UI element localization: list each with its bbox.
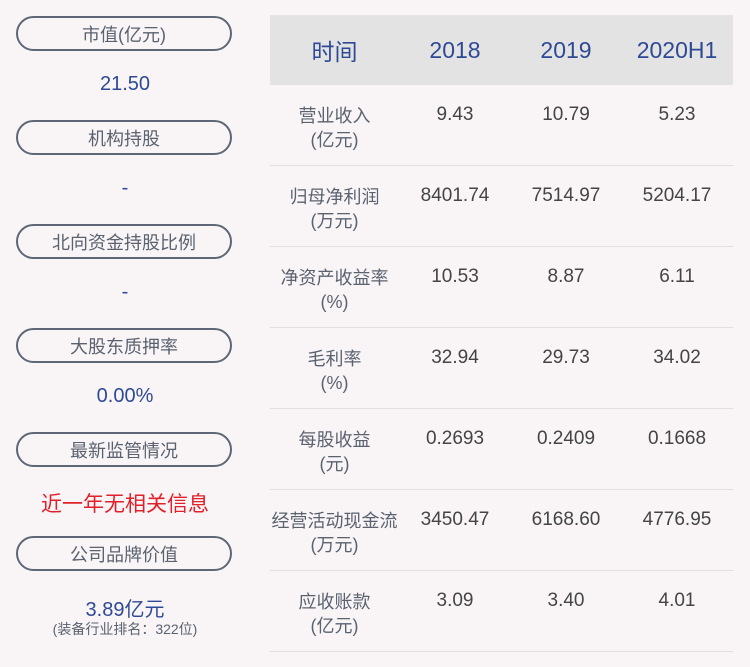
header-2018: 2018 xyxy=(429,36,481,63)
regulatory-status-label: 最新监管情况 xyxy=(16,432,232,467)
metric-unit: (万元) xyxy=(310,211,359,231)
brand-rank-note: (装备行业排名：322位) xyxy=(52,621,198,637)
financial-table: 时间 2018 2019 2020H1 营业收入 (亿元) 9.43 10.79 … xyxy=(270,15,733,652)
cell: 3450.47 xyxy=(420,509,490,530)
brand-value-value: 3.89亿元 xyxy=(85,599,165,621)
metric-unit: (元) xyxy=(319,454,350,474)
cell: 3.40 xyxy=(547,590,585,611)
market-cap-label: 市值(亿元) xyxy=(16,16,232,51)
cell: 34.02 xyxy=(653,347,701,368)
institutional-holdings-label: 机构持股 xyxy=(16,120,232,155)
cell: 4776.95 xyxy=(642,509,712,530)
metric-unit: (亿元) xyxy=(310,616,359,636)
table-row: 每股收益 (元) 0.2693 0.2409 0.1668 xyxy=(270,409,733,490)
table-row: 净资产收益率 (%) 10.53 8.87 6.11 xyxy=(270,247,733,328)
metric-unit: (%) xyxy=(320,292,349,312)
table-row: 归母净利润 (万元) 8401.74 7514.97 5204.17 xyxy=(270,166,733,247)
row-label: 营业收入 (亿元) xyxy=(270,85,399,165)
header-time: 时间 xyxy=(311,39,358,65)
cell: 0.2693 xyxy=(425,428,485,449)
cell: 8.87 xyxy=(547,266,585,287)
pledge-rate-label: 大股东质押率 xyxy=(16,328,232,363)
cell: 10.79 xyxy=(542,104,590,125)
cell: 5.23 xyxy=(658,104,696,125)
table-row: 毛利率 (%) 32.94 29.73 34.02 xyxy=(270,328,733,409)
metric-name: 毛利率 xyxy=(307,349,362,369)
row-label: 归母净利润 (万元) xyxy=(270,166,399,246)
metric-name: 净资产收益率 xyxy=(280,268,389,288)
metric-name: 经营活动现金流 xyxy=(271,511,398,531)
northbound-ratio-label: 北向资金持股比例 xyxy=(16,224,232,259)
metric-unit: (亿元) xyxy=(310,130,359,150)
metric-name: 每股收益 xyxy=(298,430,371,450)
pledge-rate-value: 0.00% xyxy=(96,385,154,407)
northbound-ratio-value: - xyxy=(121,281,129,303)
label-text: 最新监管情况 xyxy=(70,440,178,461)
table-row: 经营活动现金流 (万元) 3450.47 6168.60 4776.95 xyxy=(270,490,733,571)
label-text: 市值(亿元) xyxy=(82,24,166,45)
cell: 10.53 xyxy=(431,266,479,287)
row-label: 毛利率 (%) xyxy=(270,328,399,408)
cell: 3.09 xyxy=(436,590,474,611)
regulatory-status-value: 近一年无相关信息 xyxy=(41,493,209,516)
cell: 6168.60 xyxy=(531,509,601,530)
cell: 0.1668 xyxy=(647,428,707,449)
cell: 9.43 xyxy=(436,104,474,125)
metric-name: 归母净利润 xyxy=(289,187,380,207)
table-row: 应收账款 (亿元) 3.09 3.40 4.01 xyxy=(270,571,733,652)
label-text: 机构持股 xyxy=(88,128,160,149)
row-label: 净资产收益率 (%) xyxy=(270,247,399,327)
header-2019: 2019 xyxy=(540,36,592,63)
label-text: 公司品牌价值 xyxy=(70,544,178,565)
row-label: 应收账款 (亿元) xyxy=(270,571,399,651)
label-text: 大股东质押率 xyxy=(70,336,178,357)
cell: 32.94 xyxy=(431,347,479,368)
cell: 6.11 xyxy=(659,266,695,287)
cell: 7514.97 xyxy=(531,185,601,206)
table-row: 营业收入 (亿元) 9.43 10.79 5.23 xyxy=(270,85,733,166)
metric-name: 营业收入 xyxy=(298,106,371,126)
row-label: 经营活动现金流 (万元) xyxy=(270,490,399,570)
label-text: 北向资金持股比例 xyxy=(52,232,196,253)
header-2020h1: 2020H1 xyxy=(636,36,718,63)
institutional-holdings-value: - xyxy=(121,177,129,199)
cell: 0.2409 xyxy=(536,428,596,449)
cell: 5204.17 xyxy=(642,185,712,206)
cell: 4.01 xyxy=(658,590,696,611)
metric-name: 应收账款 xyxy=(298,592,371,612)
market-cap-value: 21.50 xyxy=(99,73,151,95)
cell: 29.73 xyxy=(542,347,590,368)
metric-unit: (万元) xyxy=(310,535,359,555)
cell: 8401.74 xyxy=(420,185,490,206)
metric-unit: (%) xyxy=(320,373,349,393)
table-header: 时间 2018 2019 2020H1 xyxy=(270,15,733,85)
row-label: 每股收益 (元) xyxy=(270,409,399,489)
brand-value-label: 公司品牌价值 xyxy=(16,536,232,571)
